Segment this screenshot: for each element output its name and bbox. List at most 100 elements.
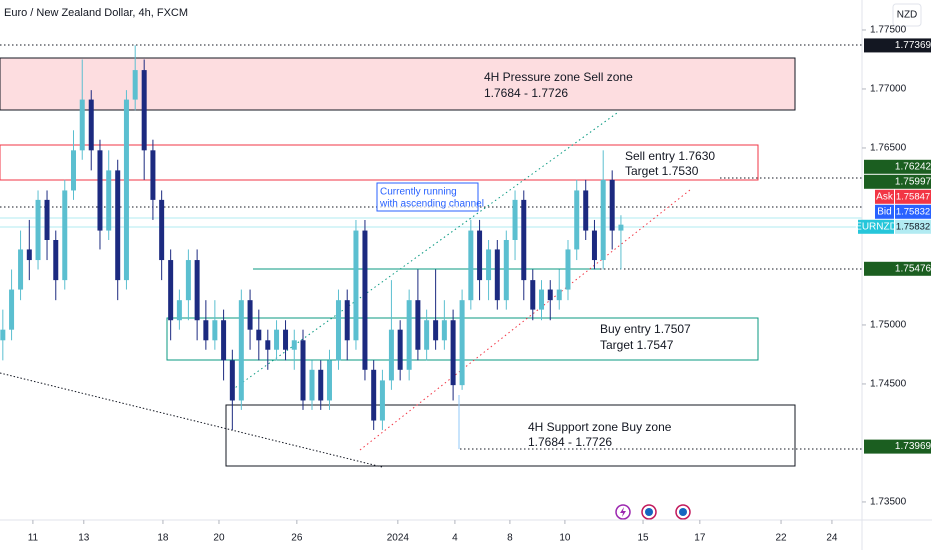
candle-body: [141, 70, 147, 151]
annotation: Buy entry 1.7507: [600, 322, 691, 336]
candle-body: [35, 199, 41, 261]
price-label-box: [864, 174, 931, 189]
candle-body: [609, 179, 615, 231]
price-label-box: [864, 38, 931, 53]
candle-body: [132, 70, 138, 100]
candle-body: [618, 224, 624, 231]
price-tag-box: [875, 189, 894, 204]
price-label-box: [895, 204, 931, 219]
y-tick-label: 1.77000: [870, 84, 907, 95]
candle-body: [194, 260, 200, 321]
price-tag: Ask: [876, 191, 894, 202]
candle-body: [441, 320, 447, 341]
annotation: Target 1.7547: [600, 338, 674, 352]
candle-body: [274, 329, 280, 350]
candle-body: [203, 320, 209, 341]
price-label: 1.75832: [896, 221, 930, 232]
title-bg: [0, 5, 196, 21]
annotations: 4H Pressure zone Sell zone 1.7684 - 1.77…: [379, 70, 715, 449]
candle-body: [512, 199, 518, 240]
candle-body: [176, 300, 182, 321]
candle-body: [433, 320, 439, 341]
candle-body: [159, 199, 165, 261]
candle-body: [26, 249, 32, 261]
annotation: 4H Support zone Buy zone: [528, 420, 672, 434]
annotation: Currently running: [380, 187, 457, 198]
x-tick-label: 10: [559, 533, 571, 544]
trend-line: [0, 372, 383, 468]
candle-body: [44, 199, 50, 240]
price-label: 1.77369: [895, 40, 932, 51]
candle-body: [521, 199, 527, 281]
annotation: with ascending channel: [379, 199, 484, 210]
price-tag-box: [875, 204, 894, 219]
price-label-box: [864, 159, 931, 174]
candle-body: [556, 289, 562, 301]
flag: [645, 508, 653, 516]
candle-body: [459, 300, 465, 386]
candle-body: [97, 150, 103, 231]
candle-body: [547, 289, 553, 301]
currency[interactable]: NZD: [897, 10, 918, 21]
candle-body: [565, 249, 571, 290]
candle-body: [265, 340, 271, 350]
candle-body: [468, 230, 474, 301]
note-box: [376, 182, 479, 212]
candle-body: [291, 340, 297, 350]
y-tick-label: 1.74500: [870, 379, 907, 390]
candle-body: [424, 320, 430, 350]
candle-body: [247, 300, 253, 330]
price-tag: EURNZD: [855, 221, 897, 232]
candle-body: [574, 190, 580, 250]
candle-body: [88, 99, 94, 151]
x-tick-label: 2024: [387, 533, 410, 544]
candle-body: [388, 329, 394, 381]
candle-body: [79, 99, 85, 151]
candle-body: [591, 230, 597, 261]
candles: [0, 45, 624, 430]
candle-body: [318, 369, 324, 401]
candle-body: [583, 190, 589, 231]
candle-body: [150, 150, 156, 200]
price-label-box: [895, 219, 931, 234]
candle-body: [503, 240, 509, 301]
y-tick-label: 1.76500: [870, 143, 907, 154]
candle-body: [415, 300, 421, 350]
x-tick-label: 22: [775, 533, 787, 544]
candle-body: [397, 329, 403, 370]
candle-body: [18, 249, 24, 290]
candle-body: [283, 329, 289, 350]
candle-body: [379, 380, 385, 421]
y-tick-label: 1.77500: [870, 25, 907, 36]
pressure-zone: [0, 57, 796, 111]
price-label: 1.75476: [895, 263, 932, 274]
x-tick-label: 18: [157, 533, 169, 544]
x-tick-label: 26: [291, 533, 303, 544]
lightning: [620, 507, 626, 517]
price-label-box: [895, 189, 931, 204]
price-tag-box: [858, 219, 894, 234]
y-tick-label: 1.73500: [870, 497, 907, 508]
currency-button[interactable]: [892, 3, 922, 27]
candle-body: [62, 190, 68, 281]
sell-entry-box: [0, 144, 759, 181]
candle-body: [530, 280, 536, 310]
candle-body: [168, 260, 174, 321]
candle-body: [477, 230, 483, 281]
annotation: 1.7684 - 1.7726: [528, 435, 612, 449]
candle-body: [229, 360, 235, 401]
annotation: Target 1.7530: [625, 164, 699, 178]
candle-body: [371, 369, 377, 421]
x-tick-label: 15: [637, 533, 649, 544]
candle-body: [494, 249, 500, 301]
candle-body: [344, 300, 350, 341]
price-label: 1.75847: [896, 191, 930, 202]
flag: [679, 508, 687, 516]
candle-body: [115, 170, 121, 281]
candle-body: [185, 260, 191, 301]
candle-body: [326, 360, 332, 401]
chart-title: Euro / New Zealand Dollar, 4h, FXCM: [4, 7, 188, 19]
x-tick-label: 8: [507, 533, 513, 544]
